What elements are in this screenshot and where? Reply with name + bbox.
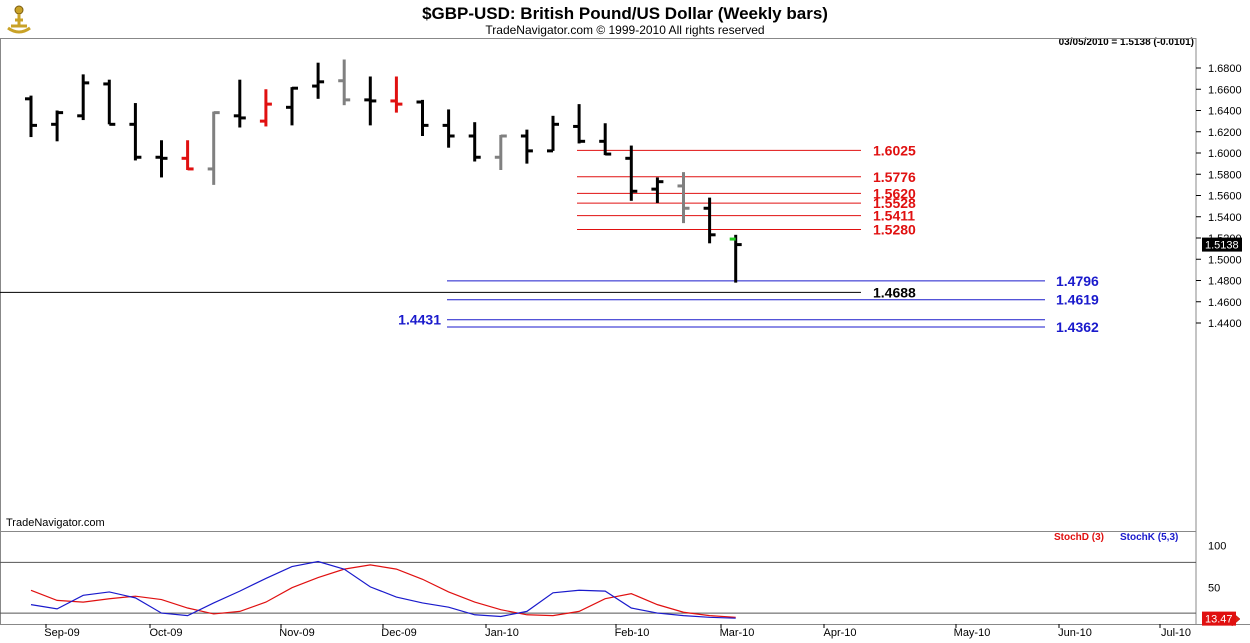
- level-label: 1.5411: [873, 208, 915, 224]
- price-readout: 03/05/2010 = 1.5138 (-0.0101): [1058, 37, 1194, 48]
- level-label: 1.4362: [1056, 319, 1099, 335]
- stochk-line: [30, 560, 736, 619]
- y-tick-label: 1.5400: [1208, 212, 1242, 224]
- y-tick-label: 1.4400: [1208, 318, 1242, 330]
- level-label: 1.5620: [873, 185, 916, 201]
- x-month-label: Feb-10: [615, 627, 650, 639]
- last-price-box: [1202, 237, 1242, 252]
- level-label: 1.5776: [873, 169, 916, 185]
- level-label: 1.4796: [1056, 273, 1099, 289]
- y-tick-label: 1.6400: [1208, 106, 1242, 118]
- x-month-label: Dec-09: [381, 627, 416, 639]
- y-tick-label: 1.6200: [1208, 127, 1242, 139]
- stoch-tick-label: 100: [1208, 540, 1226, 552]
- last-price-label: 1.5138: [1205, 240, 1239, 252]
- chart-subtitle: TradeNavigator.com © 1999-2010 All right…: [485, 23, 765, 37]
- legend-stochd: StochD (3): [1054, 532, 1104, 543]
- x-month-label: May-10: [954, 627, 991, 639]
- x-month-label: Nov-09: [279, 627, 314, 639]
- level-label: 1.4431: [398, 312, 441, 328]
- stoch-last-label: 13.47: [1205, 614, 1233, 626]
- stoch-tick-label: 50: [1208, 583, 1220, 595]
- x-month-label: Sep-09: [44, 627, 79, 639]
- y-tick-label: 1.4800: [1208, 276, 1242, 288]
- stochd-line: [30, 564, 736, 618]
- level-label: 1.4619: [1056, 292, 1099, 308]
- y-tick-label: 1.6600: [1208, 84, 1242, 96]
- level-label: 1.4688: [873, 284, 916, 300]
- x-month-label: Apr-10: [823, 627, 856, 639]
- x-month-label: Jun-10: [1058, 627, 1092, 639]
- y-tick-label: 1.5800: [1208, 169, 1242, 181]
- y-tick-label: 1.5600: [1208, 191, 1242, 203]
- chart-title: $GBP-USD: British Pound/US Dollar (Weekl…: [422, 4, 828, 23]
- stoch-last-box: [1202, 611, 1236, 626]
- stoch-pane: [0, 531, 1197, 625]
- y-tick-label: 1.6800: [1208, 63, 1242, 75]
- y-tick-label: 1.6000: [1208, 148, 1242, 160]
- watermark-text: TradeNavigator.com: [6, 517, 105, 529]
- x-month-label: Oct-09: [149, 627, 182, 639]
- y-tick-label: 1.5000: [1208, 254, 1242, 266]
- price-pane: [0, 38, 1197, 532]
- tradenavigator-logo-icon: [7, 5, 31, 34]
- level-label: 1.5528: [873, 195, 916, 211]
- y-tick-label: 1.4600: [1208, 297, 1242, 309]
- x-month-label: Jul-10: [1161, 627, 1191, 639]
- legend-stochk: StochK (5,3): [1120, 532, 1179, 543]
- x-month-label: Mar-10: [720, 627, 755, 639]
- level-label: 1.6025: [873, 142, 916, 158]
- level-label: 1.5280: [873, 222, 916, 238]
- x-month-label: Jan-10: [485, 627, 519, 639]
